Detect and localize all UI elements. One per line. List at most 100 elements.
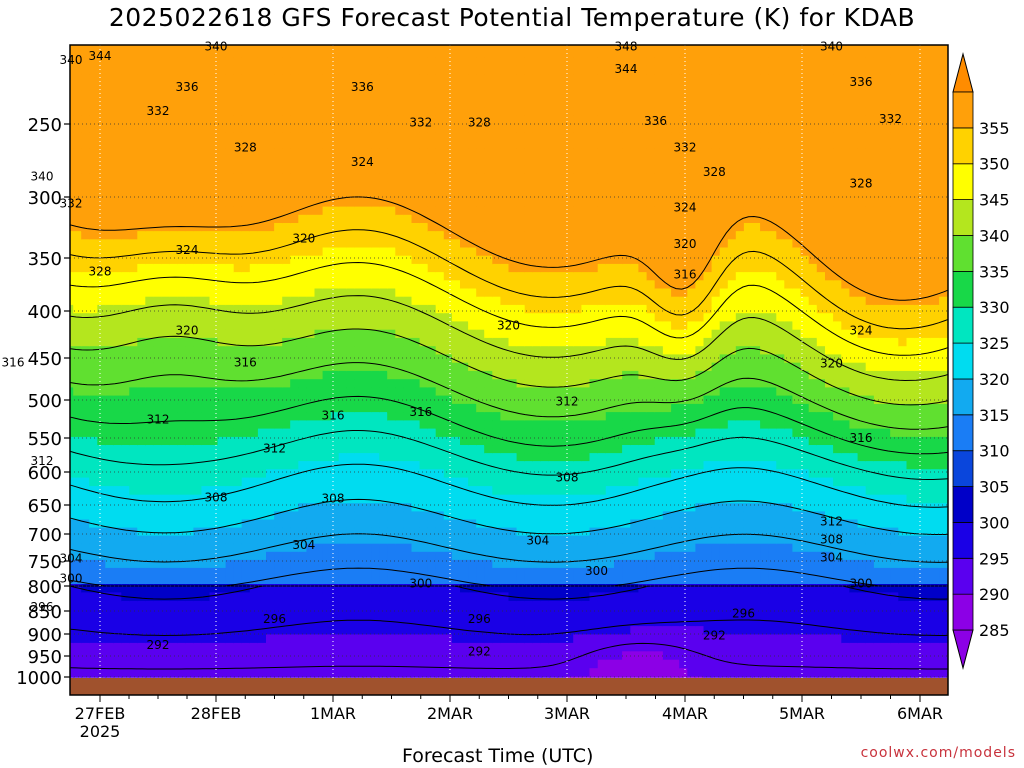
field-cell bbox=[443, 659, 453, 669]
field-cell bbox=[121, 676, 131, 678]
field-cell bbox=[225, 329, 235, 339]
field-cell bbox=[161, 395, 171, 405]
field-cell bbox=[532, 313, 542, 323]
field-cell bbox=[233, 337, 243, 347]
field-cell bbox=[153, 206, 163, 216]
field-cell bbox=[395, 354, 405, 364]
field-cell bbox=[460, 231, 469, 241]
field-cell bbox=[89, 354, 98, 364]
field-cell bbox=[225, 181, 235, 191]
field-cell bbox=[540, 428, 550, 438]
field-cell bbox=[257, 436, 267, 446]
field-cell bbox=[257, 57, 267, 67]
field-cell bbox=[161, 107, 171, 117]
field-cell bbox=[241, 461, 251, 470]
field-cell bbox=[500, 626, 510, 636]
field-cell bbox=[516, 181, 526, 191]
field-cell bbox=[193, 288, 203, 298]
field-cell bbox=[201, 519, 211, 529]
field-cell bbox=[290, 123, 300, 133]
field-cell bbox=[137, 494, 147, 504]
field-cell bbox=[363, 231, 372, 241]
field-cell bbox=[266, 272, 275, 282]
field-cell bbox=[484, 659, 494, 669]
field-cell bbox=[282, 313, 292, 323]
field-cell bbox=[427, 453, 437, 462]
field-cell bbox=[193, 304, 203, 314]
field-cell bbox=[81, 82, 90, 92]
field-cell bbox=[322, 206, 332, 216]
field-cell bbox=[233, 626, 243, 636]
field-cell bbox=[548, 74, 558, 84]
field-cell bbox=[177, 239, 187, 249]
field-cell bbox=[274, 321, 283, 331]
field-cell bbox=[532, 428, 542, 438]
field-cell bbox=[411, 157, 421, 167]
field-cell bbox=[484, 206, 494, 216]
field-cell bbox=[532, 304, 542, 314]
field-cell bbox=[395, 329, 405, 339]
field-cell bbox=[524, 313, 534, 323]
field-cell bbox=[346, 584, 356, 594]
field-cell bbox=[81, 676, 90, 678]
field-cell bbox=[249, 157, 259, 167]
field-cell bbox=[225, 642, 235, 653]
field-cell bbox=[540, 370, 550, 380]
field-cell bbox=[354, 428, 364, 438]
field-cell bbox=[379, 280, 389, 290]
field-cell bbox=[330, 362, 340, 372]
field-cell bbox=[435, 206, 445, 216]
field-cell bbox=[169, 304, 179, 314]
field-cell bbox=[185, 74, 195, 84]
field-cell bbox=[509, 33, 518, 42]
field-cell bbox=[185, 82, 195, 92]
field-cell bbox=[395, 313, 405, 323]
field-cell bbox=[524, 519, 534, 529]
field-cell bbox=[249, 337, 259, 347]
field-cell bbox=[121, 445, 131, 454]
field-cell bbox=[153, 477, 163, 487]
field-cell bbox=[274, 626, 283, 636]
field-cell bbox=[403, 206, 413, 216]
field-cell bbox=[565, 223, 574, 232]
field-cell bbox=[249, 148, 259, 158]
field-cell bbox=[451, 57, 461, 67]
field-cell bbox=[177, 206, 187, 216]
field-cell bbox=[468, 206, 477, 216]
field-cell bbox=[306, 420, 316, 430]
field-cell bbox=[540, 609, 550, 619]
field-cell bbox=[185, 436, 195, 446]
field-cell bbox=[314, 57, 324, 67]
field-cell bbox=[451, 321, 461, 331]
field-cell bbox=[113, 25, 122, 34]
field-cell bbox=[225, 584, 235, 594]
field-cell bbox=[290, 321, 300, 331]
field-cell bbox=[500, 403, 510, 413]
field-cell bbox=[73, 99, 82, 109]
field-cell bbox=[371, 354, 380, 364]
field-cell bbox=[435, 600, 445, 611]
field-cell bbox=[476, 255, 486, 265]
field-cell bbox=[274, 551, 283, 561]
field-cell bbox=[532, 132, 542, 142]
field-cell bbox=[322, 304, 332, 314]
field-cell bbox=[225, 445, 235, 454]
field-cell bbox=[73, 74, 82, 84]
field-cell bbox=[121, 304, 131, 314]
field-cell bbox=[314, 272, 324, 282]
field-cell bbox=[443, 362, 453, 372]
field-cell bbox=[209, 651, 219, 661]
field-cell bbox=[129, 157, 139, 167]
field-cell bbox=[185, 346, 195, 356]
field-cell bbox=[460, 49, 469, 59]
field-cell bbox=[121, 263, 131, 273]
field-cell bbox=[225, 82, 235, 92]
field-cell bbox=[258, 33, 267, 42]
field-cell bbox=[557, 74, 566, 84]
field-cell bbox=[209, 486, 219, 496]
field-cell bbox=[476, 132, 486, 142]
field-cell bbox=[290, 239, 300, 249]
field-cell bbox=[443, 486, 453, 496]
field-cell bbox=[354, 65, 364, 75]
field-cell bbox=[354, 642, 364, 653]
